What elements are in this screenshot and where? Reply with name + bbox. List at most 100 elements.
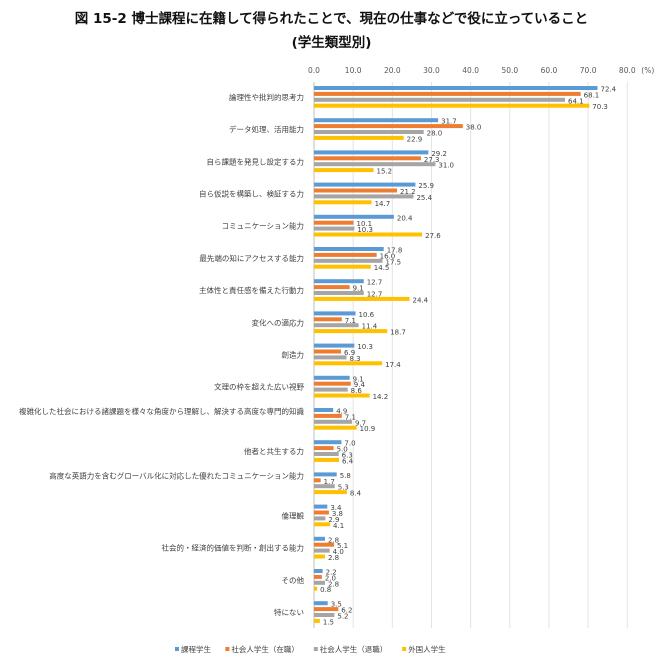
data-label: 2.0 xyxy=(325,574,336,582)
legend-entry: 外国人学生 xyxy=(408,644,446,654)
data-label: 31.0 xyxy=(438,162,454,170)
bar xyxy=(314,574,322,579)
data-label: 22.9 xyxy=(407,135,423,143)
data-label: 29.2 xyxy=(431,150,447,158)
bar xyxy=(314,413,342,418)
bar xyxy=(314,355,347,360)
bar xyxy=(314,601,328,606)
x-tick-label: 50.0 xyxy=(501,66,518,75)
category-label: その他 xyxy=(282,575,305,585)
data-label: 72.4 xyxy=(601,86,617,94)
data-label: 31.7 xyxy=(441,118,457,126)
x-tick-label: 40.0 xyxy=(462,66,479,75)
bar xyxy=(314,484,335,489)
data-label: 9.7 xyxy=(355,419,366,427)
bar xyxy=(314,613,335,617)
bar xyxy=(314,343,355,348)
data-label: 2.9 xyxy=(328,516,339,524)
data-label: 6.2 xyxy=(341,607,352,615)
data-label: 2.8 xyxy=(328,580,339,588)
bar xyxy=(314,252,377,257)
data-label: 3.8 xyxy=(332,510,343,518)
bar xyxy=(314,194,414,199)
bar xyxy=(314,349,342,354)
category-label: 特にない xyxy=(274,607,304,617)
data-label: 17.4 xyxy=(385,361,401,369)
data-label: 68.1 xyxy=(584,91,600,99)
category-label: 倫理観 xyxy=(282,510,305,520)
x-tick-label: 60.0 xyxy=(541,66,558,75)
data-label: 14.2 xyxy=(373,393,389,401)
data-label: 2.8 xyxy=(328,536,339,544)
bar xyxy=(314,472,337,477)
data-label: 0.8 xyxy=(320,586,331,594)
bar xyxy=(314,381,351,386)
data-label: 4.9 xyxy=(336,408,347,416)
x-tick-label: 70.0 xyxy=(580,66,597,75)
data-label: 12.7 xyxy=(367,279,383,287)
bar xyxy=(314,285,350,290)
data-label: 11.4 xyxy=(362,323,378,331)
data-label: 5.0 xyxy=(337,446,348,454)
x-tick-label: 30.0 xyxy=(423,66,440,75)
bar xyxy=(314,419,352,424)
bar xyxy=(314,408,334,412)
data-label: 10.9 xyxy=(360,425,376,433)
data-label: 28.0 xyxy=(427,130,443,138)
bar xyxy=(314,188,398,193)
legend-swatch xyxy=(402,647,407,651)
data-label: 7.0 xyxy=(344,440,355,448)
data-label: 9.1 xyxy=(353,375,364,383)
bar xyxy=(314,554,325,559)
category-label: 複雑化した社会における諸課題を様々な角度から理解し、解決する高度な専門的知識 xyxy=(19,406,304,416)
bar xyxy=(314,162,436,167)
bar xyxy=(314,618,320,623)
category-label: 他者と共生する力 xyxy=(244,446,304,456)
legend-swatch xyxy=(175,647,179,651)
bar xyxy=(314,522,331,527)
category-label: 創造力 xyxy=(282,349,305,359)
bar xyxy=(314,291,364,295)
data-label: 5.1 xyxy=(337,542,348,550)
x-tick-label: 10.0 xyxy=(345,66,362,75)
bar xyxy=(314,542,334,547)
bar xyxy=(314,586,318,591)
bar xyxy=(314,124,463,129)
data-label: 27.6 xyxy=(425,232,441,240)
data-label: 20.4 xyxy=(397,214,413,222)
data-label: 14.7 xyxy=(375,200,391,208)
bar xyxy=(314,457,340,462)
category-label: 自ら課題を発見し設定する力 xyxy=(207,156,305,166)
bar xyxy=(314,91,581,96)
bar xyxy=(314,220,354,225)
bar xyxy=(314,440,342,445)
category-label: 自ら仮説を構築し、検証する力 xyxy=(199,188,304,198)
category-label: 変化への適応力 xyxy=(252,317,305,327)
chart-subtitle: (学生類型別) xyxy=(291,35,372,51)
data-label: 12.7 xyxy=(367,291,383,299)
data-label: 25.9 xyxy=(418,182,434,190)
bar xyxy=(314,150,429,155)
category-label: 高度な英語力を含むグローバル化に対応した優れたコミュニケーション能力 xyxy=(49,470,304,480)
bar xyxy=(314,425,357,430)
data-label: 38.0 xyxy=(466,124,482,132)
data-label: 10.1 xyxy=(357,220,373,228)
bar xyxy=(314,258,383,263)
data-label: 10.3 xyxy=(357,343,373,351)
data-label: 1.5 xyxy=(323,618,334,626)
data-label: 2.8 xyxy=(328,554,339,562)
legend-entry: 課程学生 xyxy=(181,644,211,654)
data-label: 21.2 xyxy=(400,188,416,196)
data-label: 70.3 xyxy=(592,103,608,111)
bar xyxy=(314,607,339,612)
bar xyxy=(314,490,347,495)
bar xyxy=(314,103,590,108)
chart-title: 図 15-2 博士課程に在籍して得られたことで、現在の仕事などで役に立っているこ… xyxy=(74,11,589,27)
bar xyxy=(314,329,388,334)
bar xyxy=(314,200,372,205)
legend-swatch xyxy=(225,647,230,651)
category-label: データ処理、活用能力 xyxy=(229,124,304,134)
bar xyxy=(314,182,416,187)
category-label: 文理の枠を超えた広い視野 xyxy=(214,382,304,392)
